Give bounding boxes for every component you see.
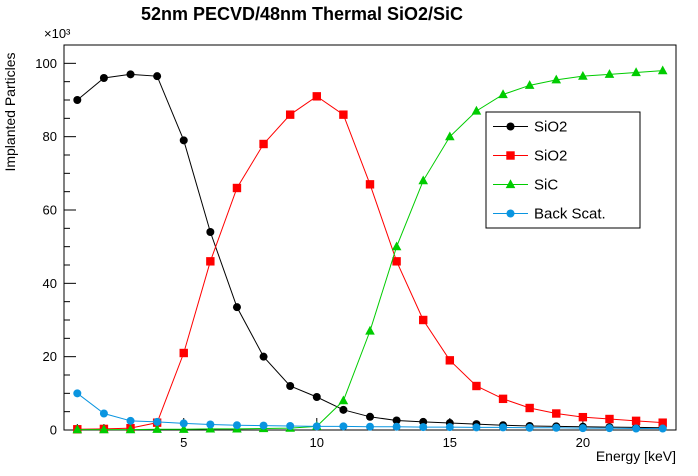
legend-item-sic: SiC <box>493 177 558 194</box>
axis-ticks <box>64 44 664 431</box>
axis-tick-labels: 5 10 15 20 0 20 40 60 80 100 <box>35 56 590 450</box>
x-tick-label: 20 <box>576 435 590 450</box>
legend-label: SiC <box>534 177 558 194</box>
legend: SiO2 SiO2 SiC Back Scat. <box>485 111 641 229</box>
legend-item-sio2-pecvd: SiO2 <box>493 119 567 136</box>
plot-frame <box>63 44 677 431</box>
y-axis-title: Implanted Particles <box>2 52 18 171</box>
legend-item-backscatter: Back Scat. <box>493 206 606 223</box>
y-tick-label: 80 <box>43 129 57 144</box>
series-sic <box>72 65 668 434</box>
legend-label: Back Scat. <box>534 206 606 223</box>
y-tick-label: 100 <box>35 56 57 71</box>
x-tick-label: 5 <box>180 435 187 450</box>
y-tick-label: 0 <box>50 423 57 438</box>
y-tick-label: 60 <box>43 203 57 218</box>
legend-label: SiO2 <box>534 148 567 165</box>
legend-box <box>485 111 641 229</box>
chart-title: 52nm PECVD/48nm Thermal SiO2/SiC <box>141 4 463 24</box>
x-tick-label: 15 <box>443 435 457 450</box>
x-axis-title: Energy [keV] <box>596 448 676 464</box>
y-tick-label: 20 <box>43 349 57 364</box>
legend-item-sio2-thermal: SiO2 <box>493 148 567 165</box>
y-tick-label: 40 <box>43 276 57 291</box>
x-tick-label: 10 <box>310 435 324 450</box>
y-axis-multiplier: ×10³ <box>44 26 71 41</box>
legend-label: SiO2 <box>534 119 567 136</box>
series-backscatter <box>73 389 667 433</box>
